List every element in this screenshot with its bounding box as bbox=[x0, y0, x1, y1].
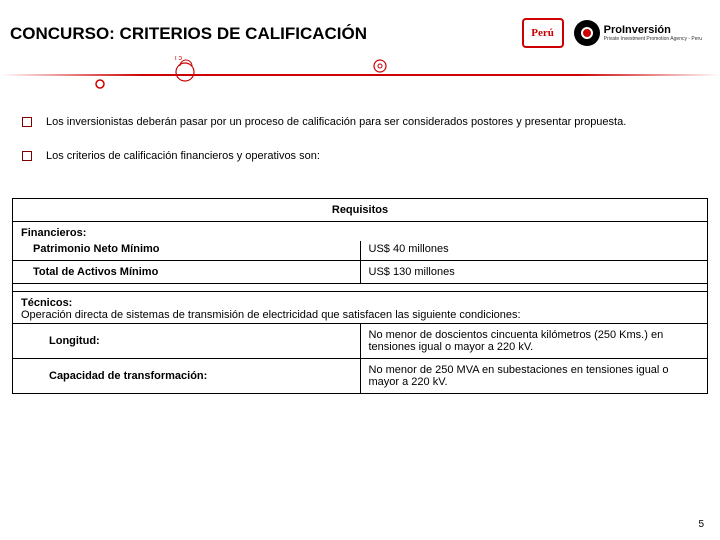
proinversion-logo-subtext: Private Investment Promotion Agency - Pe… bbox=[604, 36, 702, 42]
table-header-row: Requisitos bbox=[13, 199, 708, 222]
financieros-label: Financieros: bbox=[13, 222, 708, 242]
fin-row-value: US$ 130 millones bbox=[360, 261, 708, 284]
slide-header: CONCURSO: CRITERIOS DE CALIFICACIÓN Perú… bbox=[0, 0, 720, 48]
fin-row-label: Patrimonio Neto Mínimo bbox=[13, 241, 361, 261]
tec-row-label: Capacidad de transformación: bbox=[13, 359, 361, 394]
table-row: Longitud: No menor de doscientos cincuen… bbox=[13, 324, 708, 359]
peru-logo: Perú bbox=[522, 18, 564, 48]
fin-row-value: US$ 40 millones bbox=[360, 241, 708, 261]
bullet-text: Los criterios de calificación financiero… bbox=[46, 150, 320, 162]
slide-title: CONCURSO: CRITERIOS DE CALIFICACIÓN bbox=[10, 18, 522, 44]
bullet-item: Los criterios de calificación financiero… bbox=[22, 150, 702, 162]
requisitos-table: Requisitos Financieros: Patrimonio Neto … bbox=[12, 198, 708, 394]
logo-group: Perú ProInversión Private Investment Pro… bbox=[522, 18, 702, 48]
tec-row-value: No menor de 250 MVA en subestaciones en … bbox=[360, 359, 708, 394]
bullet-item: Los inversionistas deberán pasar por un … bbox=[22, 116, 702, 128]
proinversion-badge-icon bbox=[574, 20, 600, 46]
fin-row-label: Total de Activos Mínimo bbox=[13, 261, 361, 284]
table-row: Patrimonio Neto Mínimo US$ 40 millones bbox=[13, 241, 708, 261]
decorative-swirl: ι ɔ bbox=[0, 52, 720, 98]
table-spacer bbox=[13, 284, 708, 292]
svg-text:ι ɔ: ι ɔ bbox=[175, 55, 183, 62]
table-row: Total de Activos Mínimo US$ 130 millones bbox=[13, 261, 708, 284]
proinversion-logo: ProInversión Private Investment Promotio… bbox=[574, 20, 702, 46]
table-header: Requisitos bbox=[13, 199, 708, 222]
proinversion-logo-text: ProInversión bbox=[604, 24, 702, 36]
bullet-text: Los inversionistas deberán pasar por un … bbox=[46, 116, 626, 128]
table-row: Técnicos: Operación directa de sistemas … bbox=[13, 292, 708, 324]
table-row: Financieros: bbox=[13, 222, 708, 242]
table-row: Capacidad de transformación: No menor de… bbox=[13, 359, 708, 394]
tecnicos-header: Técnicos: Operación directa de sistemas … bbox=[13, 292, 708, 324]
tec-row-value: No menor de doscientos cincuenta kilómet… bbox=[360, 324, 708, 359]
bullet-list: Los inversionistas deberán pasar por un … bbox=[0, 98, 720, 198]
page-number: 5 bbox=[698, 519, 704, 530]
bullet-box-icon bbox=[22, 117, 32, 127]
tec-row-label: Longitud: bbox=[13, 324, 361, 359]
bullet-box-icon bbox=[22, 151, 32, 161]
